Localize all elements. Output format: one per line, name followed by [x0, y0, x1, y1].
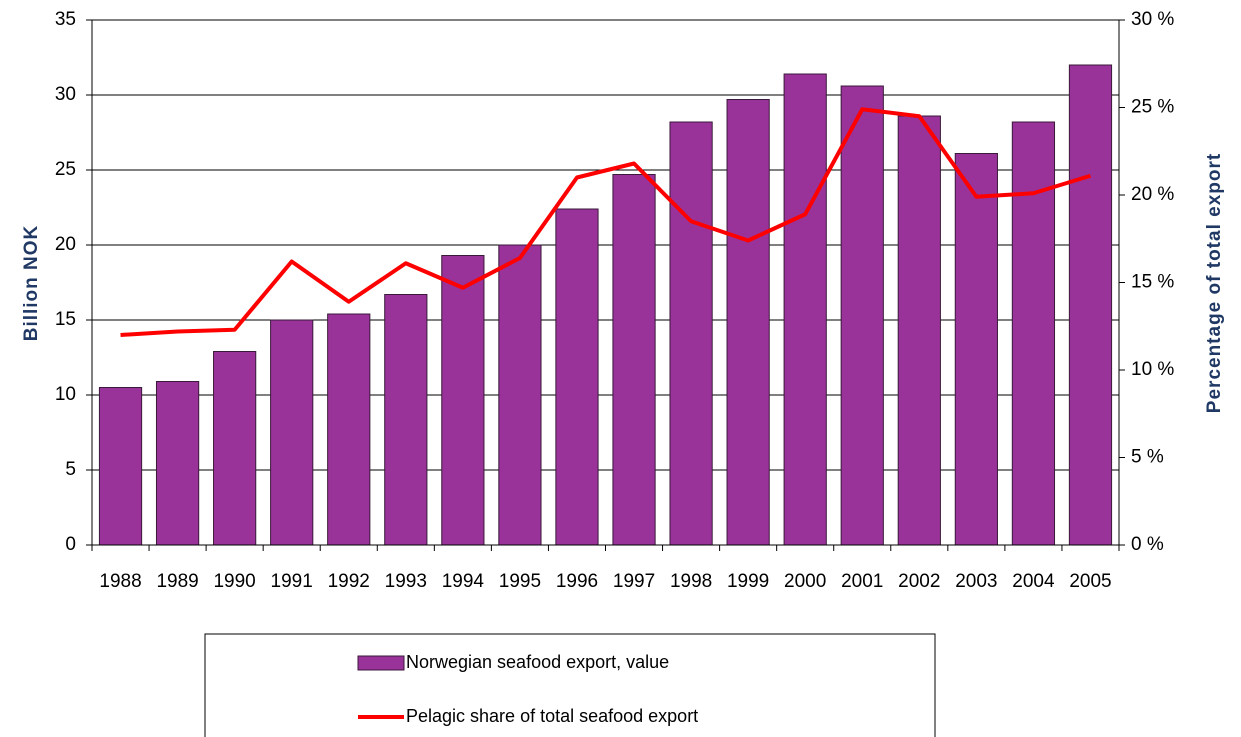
bar: [155, 381, 200, 546]
y-axis-label: Billion NOK: [21, 225, 42, 342]
x-tick-label: 2000: [784, 571, 826, 592]
y-tick-label: 10: [55, 384, 76, 405]
bar: [555, 208, 599, 546]
legend-box: [204, 633, 936, 737]
x-tick-label: 1995: [499, 571, 541, 592]
y2-axis-label: Percentage of total export: [1204, 153, 1225, 413]
y2-tick-label: 20 %: [1131, 184, 1174, 205]
x-tick-label: 1993: [385, 571, 427, 592]
y-tick-label: 35: [55, 9, 76, 30]
legend-swatch: [357, 655, 405, 671]
x-tick-label: 1994: [442, 571, 485, 592]
bar: [327, 313, 371, 546]
bar: [783, 73, 827, 546]
y-tick-label: 30: [55, 84, 76, 105]
y2-tick-label: 0 %: [1131, 534, 1164, 555]
bar: [954, 153, 998, 546]
y2-tick-label: 15 %: [1131, 272, 1174, 293]
bar: [384, 294, 428, 546]
line: [120, 107, 1092, 337]
y-tick-label: 25: [55, 159, 76, 180]
y2-tick-label: 30 %: [1131, 9, 1174, 30]
legend-label: Norwegian seafood export, value: [406, 652, 669, 672]
bar: [1011, 121, 1056, 546]
y2-tick-label: 10 %: [1131, 359, 1174, 380]
legend-label: Pelagic share of total seafood export: [406, 706, 698, 726]
x-tick-label: 1997: [613, 571, 655, 592]
x-tick-label: 1992: [328, 571, 370, 592]
y-tick-label: 20: [55, 234, 76, 255]
bar: [897, 115, 941, 546]
bar: [98, 387, 143, 546]
x-tick-label: 2002: [898, 571, 940, 592]
x-tick-label: 1996: [556, 571, 598, 592]
x-tick-label: 2001: [841, 571, 883, 592]
y2-tick-label: 25 %: [1131, 97, 1174, 118]
bar: [441, 255, 485, 546]
y2-tick-label: 5 %: [1131, 447, 1164, 468]
bar: [726, 99, 770, 546]
y-tick-label: 0: [65, 534, 76, 555]
x-tick-label: 2004: [1012, 571, 1055, 592]
bar: [669, 121, 713, 546]
bar: [840, 85, 884, 546]
x-tick-label: 2005: [1069, 571, 1111, 592]
y-tick-label: 5: [65, 459, 76, 480]
x-tick-label: 1999: [727, 571, 769, 592]
bar: [612, 174, 656, 546]
x-tick-label: 1988: [99, 571, 141, 592]
x-tick-label: 1991: [271, 571, 313, 592]
x-tick-label: 1990: [213, 571, 255, 592]
x-tick-label: 1989: [156, 571, 198, 592]
x-tick-label: 2003: [955, 571, 997, 592]
x-tick-label: 1998: [670, 571, 712, 592]
bar: [498, 244, 542, 546]
y-tick-label: 15: [55, 309, 76, 330]
bar: [1068, 64, 1113, 546]
bar: [213, 351, 257, 546]
bar: [270, 319, 314, 546]
